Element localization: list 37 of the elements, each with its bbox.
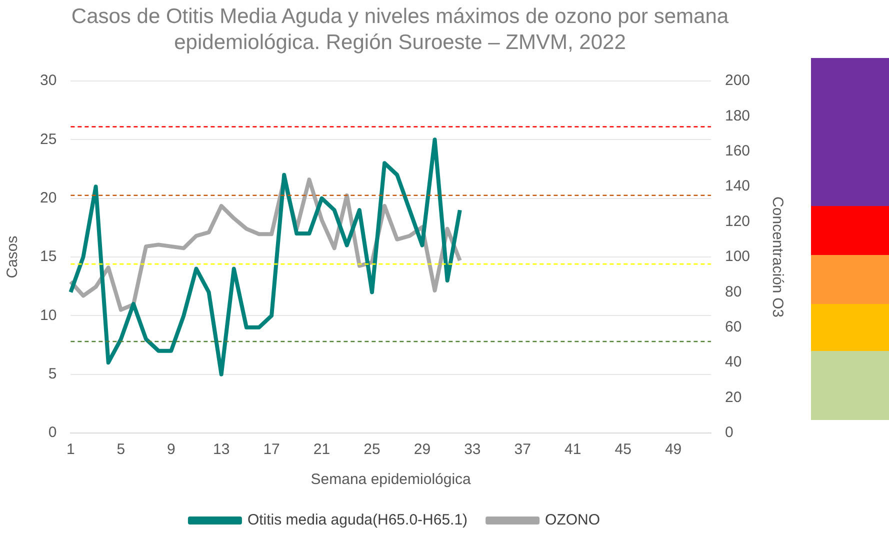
- y-tick-label: 10: [40, 306, 57, 324]
- x-tick-label: 1: [66, 441, 75, 458]
- y2-axis-title: Concentración O3: [768, 196, 786, 318]
- y2-tick-label: 0: [724, 424, 734, 442]
- y2-tick-label: 100: [724, 248, 750, 266]
- x-tick-label: 9: [166, 441, 176, 458]
- y2-tick-label: 160: [724, 142, 750, 160]
- y2-tick-label: 60: [724, 318, 742, 336]
- legend-label: OZONO: [545, 512, 600, 529]
- y2-tick-label: 40: [724, 354, 742, 371]
- x-tick-label: 37: [514, 441, 531, 458]
- x-tick-label: 33: [464, 441, 481, 458]
- x-tick-label: 29: [414, 441, 431, 458]
- x-tick-label: 41: [564, 441, 582, 458]
- y-tick-label: 20: [40, 189, 57, 206]
- x-axis-title: Semana epidemiológica: [310, 471, 472, 488]
- y-tick-label: 30: [40, 72, 57, 90]
- x-tick-label: 25: [364, 441, 380, 458]
- y2-tick-label: 20: [724, 388, 742, 406]
- y-tick-label: 5: [48, 365, 57, 382]
- chart-title: Casos de Otitis Media Aguda y niveles máximos de ozono por semana epidemiológica. Región Suroeste – ZMVM, 2022: [70, 4, 730, 56]
- y-tick-label: 15: [40, 248, 57, 266]
- x-tick-label: 17: [263, 441, 280, 458]
- x-tick-label: 21: [313, 441, 330, 458]
- y-axis-title: Casos: [4, 236, 22, 278]
- legend-label: Otitis media aguda(H65.0-H65.1): [247, 512, 468, 529]
- x-tick-label: 49: [664, 441, 682, 458]
- y2-tick-label: 140: [724, 178, 750, 195]
- x-tick-label: 5: [116, 441, 126, 458]
- y-tick-label: 25: [40, 130, 57, 148]
- y2-tick-label: 200: [724, 72, 750, 90]
- y2-tick-label: 120: [724, 212, 750, 230]
- y2-tick-label: 180: [724, 107, 750, 124]
- x-tick-label: 45: [614, 441, 632, 458]
- y-tick-label: 0: [48, 424, 57, 442]
- y2-tick-label: 80: [724, 283, 742, 300]
- x-tick-label: 13: [212, 441, 230, 458]
